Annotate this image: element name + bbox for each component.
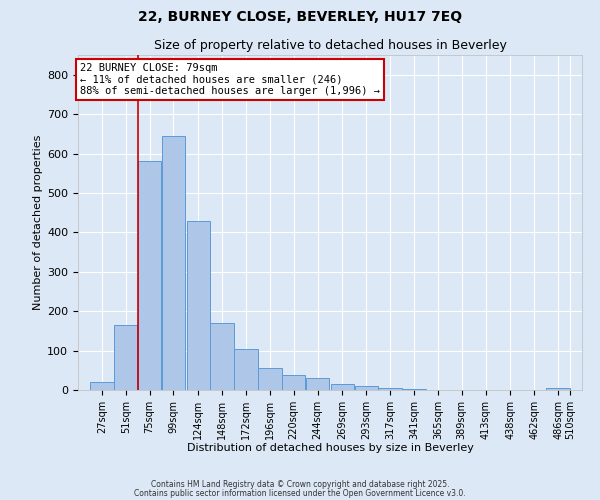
Text: 22 BURNEY CLOSE: 79sqm
← 11% of detached houses are smaller (246)
88% of semi-de: 22 BURNEY CLOSE: 79sqm ← 11% of detached… <box>80 63 380 96</box>
Y-axis label: Number of detached properties: Number of detached properties <box>33 135 43 310</box>
Bar <box>235 348 257 390</box>
Bar <box>258 368 281 390</box>
Bar <box>306 378 329 390</box>
Title: Size of property relative to detached houses in Beverley: Size of property relative to detached ho… <box>154 40 506 52</box>
Bar <box>187 220 210 390</box>
Bar <box>90 382 113 390</box>
Bar <box>403 389 425 390</box>
Bar <box>379 388 402 390</box>
Bar <box>355 386 378 390</box>
Text: 22, BURNEY CLOSE, BEVERLEY, HU17 7EQ: 22, BURNEY CLOSE, BEVERLEY, HU17 7EQ <box>138 10 462 24</box>
Text: Contains HM Land Registry data © Crown copyright and database right 2025.: Contains HM Land Registry data © Crown c… <box>151 480 449 489</box>
Bar <box>282 375 305 390</box>
X-axis label: Distribution of detached houses by size in Beverley: Distribution of detached houses by size … <box>187 444 473 454</box>
Bar <box>138 162 161 390</box>
Bar <box>114 325 137 390</box>
Bar <box>547 388 570 390</box>
Text: Contains public sector information licensed under the Open Government Licence v3: Contains public sector information licen… <box>134 488 466 498</box>
Bar <box>211 323 234 390</box>
Bar <box>331 384 354 390</box>
Bar <box>162 136 185 390</box>
